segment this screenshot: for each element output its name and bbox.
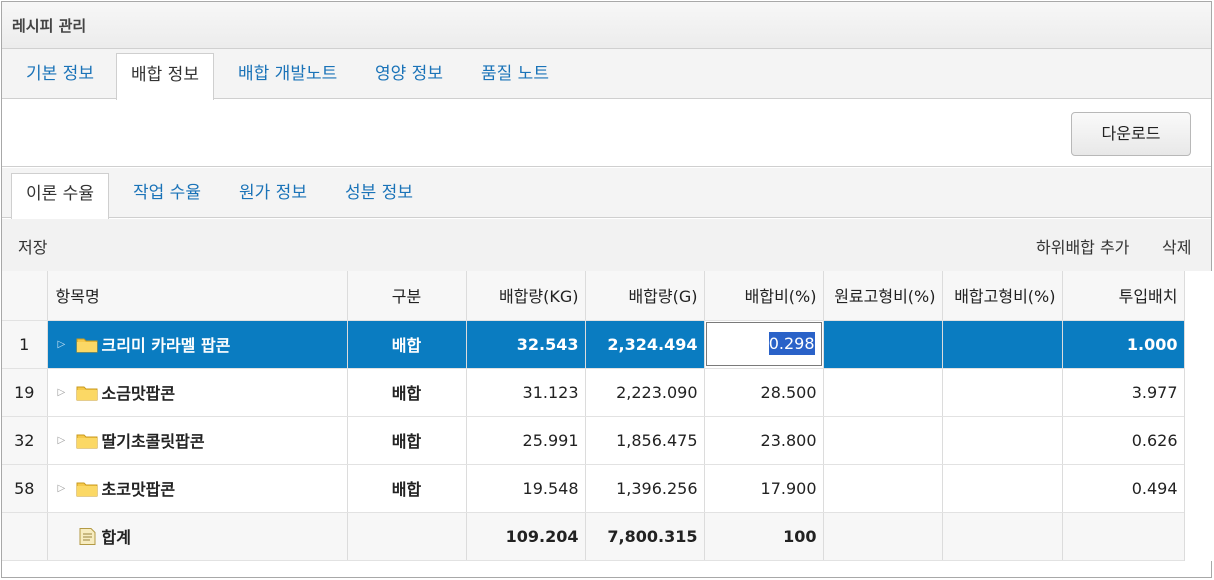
column-header-type[interactable]: 구분 — [347, 271, 467, 321]
name-cell[interactable]: ▷ 소금맛팝콘 — [47, 368, 348, 417]
tab-basic-info[interactable]: 기본 정보 — [26, 64, 94, 84]
total-row: 합계 109.204 7,800.315 100 — [2, 512, 1185, 561]
total-label: 합계 — [101, 528, 131, 547]
table-row[interactable]: 32 ▷ 딸기초콜릿팝콘 배합 25.991 1,856.475 23.800 … — [2, 416, 1185, 465]
amount-kg-cell: 19.548 — [466, 464, 586, 513]
column-header-ratio[interactable]: 배합비(%) — [704, 271, 824, 321]
table-row[interactable]: 58 ▷ 초코맛팝콘 배합 19.548 1,396.256 17.900 0.… — [2, 464, 1185, 513]
subtab-cost-info[interactable]: 원가 정보 — [239, 183, 307, 203]
mix-solid-cell — [942, 464, 1063, 513]
mix-solid-cell — [942, 416, 1063, 465]
amount-g-cell: 1,396.256 — [585, 464, 705, 513]
amount-g-cell: 2,324.494 — [585, 320, 705, 369]
folder-icon — [76, 480, 98, 497]
name-cell[interactable]: ▷ 크리미 카라멜 팝콘 — [47, 320, 348, 369]
row-number-header — [2, 271, 48, 321]
total-batch — [1062, 512, 1185, 561]
save-button[interactable]: 저장 — [18, 238, 48, 257]
amount-g-cell: 2,223.090 — [585, 368, 705, 417]
grid-header-row: 항목명 구분 배합량(KG) 배합량(G) 배합비(%) 원료고형비(%) 배합… — [2, 271, 1185, 321]
total-label-cell: 합계 — [47, 512, 348, 561]
type-cell: 배합 — [347, 320, 467, 369]
add-sub-mix-button[interactable]: 하위배합 추가 — [1036, 238, 1130, 257]
tab-quality-notes[interactable]: 품질 노트 — [481, 64, 549, 84]
raw-solid-cell — [823, 464, 943, 513]
table-row[interactable]: 1 ▷ 크리미 카라멜 팝콘 배합 32.543 2,324.494 0.298… — [2, 320, 1185, 369]
tab-nutrition-info[interactable]: 영양 정보 — [375, 64, 443, 84]
ratio-cell[interactable]: 28.500 — [704, 368, 824, 417]
ratio-cell[interactable]: 23.800 — [704, 416, 824, 465]
main-tab-bar: 기본 정보 배합 정보 배합 개발노트 영양 정보 품질 노트 — [2, 49, 1211, 100]
download-button[interactable]: 다운로드 — [1071, 112, 1191, 156]
raw-solid-cell — [823, 416, 943, 465]
batch-cell: 0.626 — [1062, 416, 1185, 465]
amount-g-cell: 1,856.475 — [585, 416, 705, 465]
type-cell: 배합 — [347, 416, 467, 465]
column-header-name[interactable]: 항목명 — [47, 271, 348, 321]
delete-button[interactable]: 삭제 — [1162, 238, 1192, 257]
folder-icon — [76, 336, 98, 353]
name-cell[interactable]: ▷ 초코맛팝콘 — [47, 464, 348, 513]
table-row[interactable]: 19 ▷ 소금맛팝콘 배합 31.123 2,223.090 28.500 3.… — [2, 368, 1185, 417]
mix-grid: 항목명 구분 배합량(KG) 배합량(G) 배합비(%) 원료고형비(%) 배합… — [2, 271, 1185, 561]
grid-right-gutter — [1184, 271, 1213, 561]
row-number: 1 — [2, 320, 48, 369]
total-amount-kg: 109.204 — [466, 512, 586, 561]
expand-arrow-icon[interactable]: ▷ — [57, 482, 66, 494]
row-number: 32 — [2, 416, 48, 465]
mix-solid-cell — [942, 368, 1063, 417]
tab-mix-dev-notes[interactable]: 배합 개발노트 — [238, 64, 338, 84]
total-amount-g: 7,800.315 — [585, 512, 705, 561]
raw-solid-cell — [823, 320, 943, 369]
ratio-input-value: 0.298 — [768, 332, 815, 355]
expand-arrow-icon[interactable]: ▷ — [57, 434, 66, 446]
ratio-input[interactable]: 0.298 — [705, 322, 822, 366]
toolbar: 다운로드 — [2, 100, 1211, 167]
row-number: 58 — [2, 464, 48, 513]
folder-icon — [76, 432, 98, 449]
total-ratio: 100 — [704, 512, 824, 561]
document-icon — [76, 527, 98, 545]
subtab-ingredient-info[interactable]: 성분 정보 — [345, 183, 413, 203]
type-cell: 배합 — [347, 464, 467, 513]
ratio-cell[interactable]: 17.900 — [704, 464, 824, 513]
batch-cell: 1.000 — [1062, 320, 1185, 369]
amount-kg-cell: 31.123 — [466, 368, 586, 417]
amount-kg-cell: 32.543 — [466, 320, 586, 369]
total-mix-solid — [942, 512, 1063, 561]
row-number: 19 — [2, 368, 48, 417]
tab-mix-info[interactable]: 배합 정보 — [116, 53, 214, 100]
total-type-cell — [347, 512, 467, 561]
item-name: 딸기초콜릿팝콘 — [101, 432, 205, 451]
ratio-cell-editor[interactable]: 0.298 — [704, 320, 824, 369]
column-header-amount-g[interactable]: 배합량(G) — [585, 271, 705, 321]
window-title: 레시피 관리 — [12, 17, 87, 35]
row-number — [2, 512, 48, 561]
amount-kg-cell: 25.991 — [466, 416, 586, 465]
subtab-work-yield[interactable]: 작업 수율 — [133, 183, 201, 203]
mix-solid-cell — [942, 320, 1063, 369]
raw-solid-cell — [823, 368, 943, 417]
column-header-batch[interactable]: 투입배치 — [1062, 271, 1185, 321]
item-name: 크리미 카라멜 팝콘 — [101, 336, 231, 355]
sub-tab-bar: 이론 수율 작업 수율 원가 정보 성분 정보 — [2, 168, 1211, 219]
column-header-mix-solid-ratio[interactable]: 배합고형비(%) — [942, 271, 1063, 321]
type-cell: 배합 — [347, 368, 467, 417]
column-header-amount-kg[interactable]: 배합량(KG) — [466, 271, 586, 321]
total-raw-solid — [823, 512, 943, 561]
name-cell[interactable]: ▷ 딸기초콜릿팝콘 — [47, 416, 348, 465]
folder-icon — [76, 384, 98, 401]
item-name: 초코맛팝콘 — [101, 480, 176, 499]
grid-action-bar: 저장 하위배합 추가 삭제 — [2, 219, 1211, 271]
title-bar: 레시피 관리 — [2, 2, 1211, 49]
batch-cell: 0.494 — [1062, 464, 1185, 513]
batch-cell: 3.977 — [1062, 368, 1185, 417]
expand-arrow-icon[interactable]: ▷ — [57, 338, 66, 350]
item-name: 소금맛팝콘 — [101, 384, 176, 403]
column-header-raw-solid-ratio[interactable]: 원료고형비(%) — [823, 271, 943, 321]
expand-arrow-icon[interactable]: ▷ — [57, 386, 66, 398]
subtab-theoretical-yield[interactable]: 이론 수율 — [11, 173, 109, 219]
